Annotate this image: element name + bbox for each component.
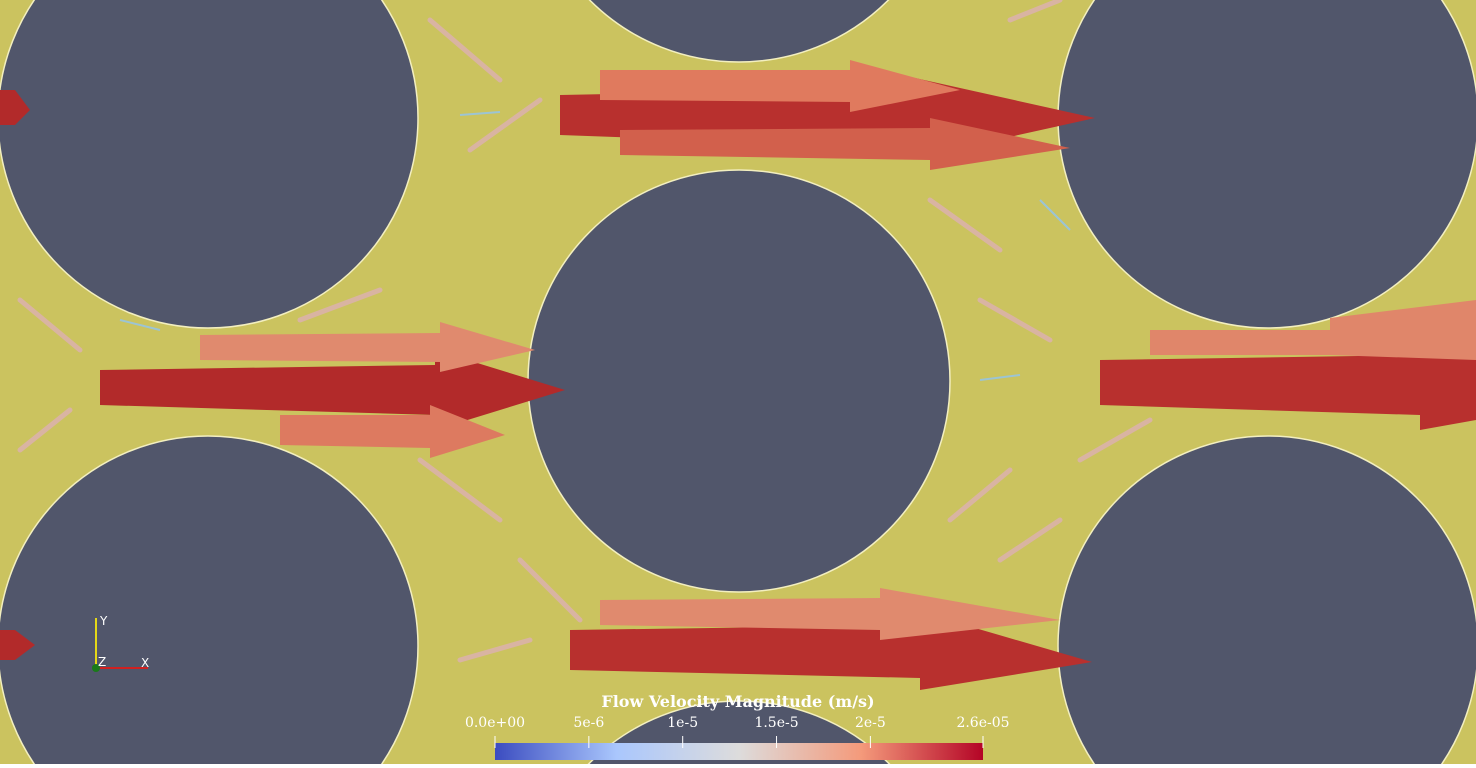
arrow-glyph xyxy=(570,612,1092,690)
arrow-glyph xyxy=(280,405,505,458)
colorbar-title: Flow Velocity Magnitude (m/s) xyxy=(601,692,874,711)
obstacle xyxy=(0,435,419,768)
color-legend: Flow Velocity Magnitude (m/s) 0.0e+00 5e-… xyxy=(465,692,1010,760)
arrow-glyph xyxy=(200,322,535,372)
colorbar-tick-label: 5e-6 xyxy=(573,715,604,731)
arrow-glyph xyxy=(0,90,30,125)
arrow-glyph xyxy=(600,60,960,112)
arrow-glyph xyxy=(620,118,1070,170)
colorbar-tick-label: 1.5e-5 xyxy=(754,715,798,731)
arrow-glyph xyxy=(1150,300,1476,360)
arrow-glyph xyxy=(0,630,35,660)
axis-label: Z xyxy=(98,655,106,669)
colorbar-tick-label: 0.0e+00 xyxy=(465,715,525,731)
tiny-glyphs xyxy=(119,111,1071,381)
colorbar-gradient xyxy=(495,743,983,760)
obstacle xyxy=(588,0,890,63)
obstacle xyxy=(527,169,951,593)
obstacle xyxy=(1057,435,1476,768)
axis-label: Y xyxy=(99,614,108,628)
colorbar-tick-label: 2e-5 xyxy=(855,715,886,731)
arrow-glyph xyxy=(1100,340,1476,430)
obstacle xyxy=(0,0,419,329)
colorbar-tick-label: 1e-5 xyxy=(667,715,698,731)
small-glyphs xyxy=(17,0,1153,663)
velocity-glyphs xyxy=(0,0,1476,690)
z-axis-arrow xyxy=(92,664,100,672)
arrow-glyph xyxy=(100,350,565,430)
colorbar-tick-label: 2.6e-05 xyxy=(956,715,1009,731)
arrow-glyph xyxy=(600,588,1060,640)
axis-label: X xyxy=(141,656,149,670)
axes-triad: Y Z X xyxy=(92,614,149,672)
